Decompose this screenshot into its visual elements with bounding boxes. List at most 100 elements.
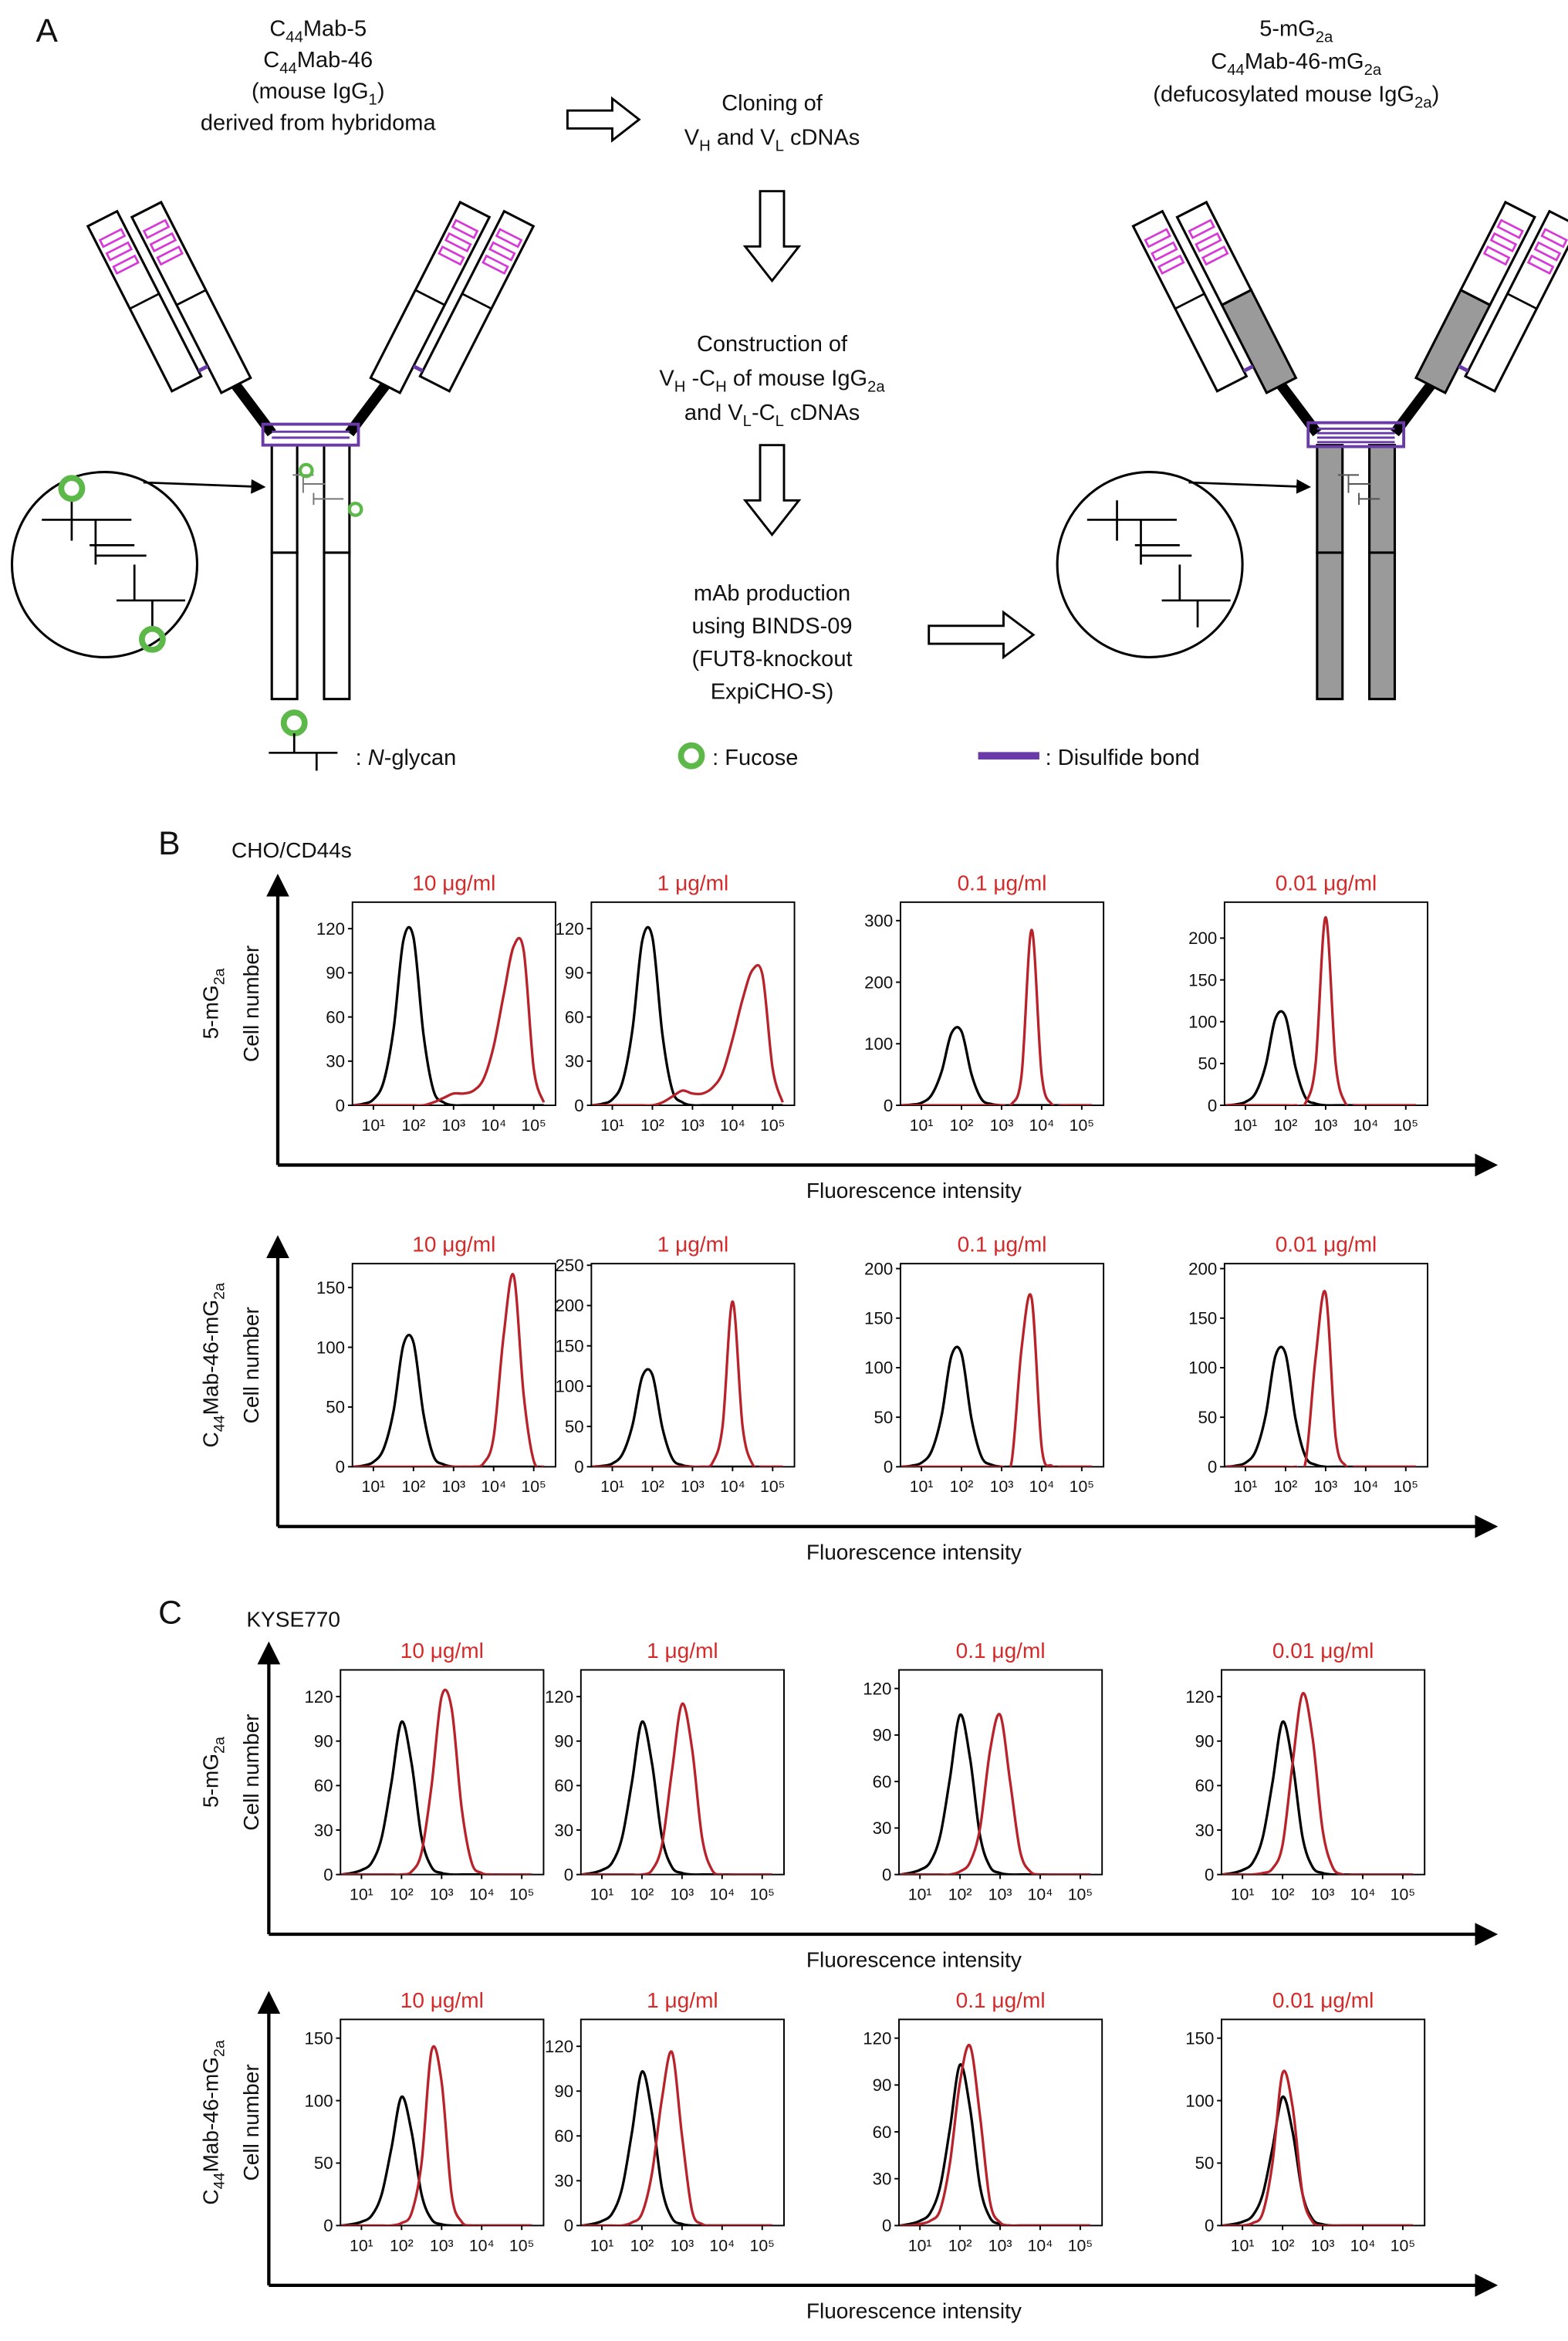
histogram-curve <box>353 1273 545 1467</box>
x-tick-label: 10³ <box>430 1886 454 1904</box>
text-line: C44Mab-46 <box>263 48 373 77</box>
y-tick-label: 0 <box>1208 1457 1217 1477</box>
histogram-plot: 0.01 μg/ml 0 50 100 150 10¹ 10² 10³ 10⁴ 10⁵ <box>1185 1988 1426 2255</box>
x-tick-label: 10⁴ <box>1353 1477 1378 1496</box>
plot-title: 0.01 μg/ml <box>1276 871 1377 895</box>
y-tick-label: 120 <box>556 919 584 939</box>
y-tick-label: 120 <box>863 2028 891 2048</box>
text-part: (FUT8-knockout <box>692 647 853 672</box>
y-tick-label: 120 <box>1185 1687 1214 1707</box>
text-line: (mouse IgG1) <box>252 79 385 109</box>
y-tick-label: 0 <box>574 1096 583 1115</box>
y-tick-label: 50 <box>1195 2153 1215 2173</box>
plot-title: 0.1 μg/ml <box>958 1233 1047 1257</box>
text-line: derived from hybridoma <box>201 110 437 135</box>
x-tick-label: 10³ <box>441 1116 465 1135</box>
subscript: 44 <box>286 29 303 46</box>
y-tick-label: 90 <box>1195 1731 1215 1751</box>
x-tick-label: 10⁵ <box>1068 1886 1093 1904</box>
y-tick-label: 30 <box>554 2171 573 2190</box>
right-arm <box>350 191 533 433</box>
x-tick-label: 10⁴ <box>469 1886 495 1904</box>
x-tick-label: 10² <box>401 1477 425 1496</box>
x-tick-label: 10² <box>640 1116 664 1135</box>
x-tick-label: 10⁵ <box>1394 1477 1418 1496</box>
subscript: L <box>776 137 784 154</box>
y-tick-label: 60 <box>314 1776 333 1795</box>
y-tick-label: 0 <box>1208 1096 1217 1115</box>
x-tick-label: 10³ <box>1314 1116 1338 1135</box>
text-part: ExpiCHO-S) <box>711 680 834 705</box>
plot-title: 1 μg/ml <box>657 871 729 895</box>
plot-title: 0.01 μg/ml <box>1272 1639 1374 1663</box>
histogram-curve <box>900 2063 1090 2226</box>
histogram-curve <box>1222 2096 1413 2226</box>
y-tick-label: 120 <box>545 1687 573 1707</box>
y-tick-label: 150 <box>316 1278 345 1297</box>
text-part: -C <box>752 401 776 425</box>
x-tick-label: 10¹ <box>600 1116 624 1135</box>
x-axis-title: Fluorescence intensity <box>806 1179 1022 1203</box>
plot-title: 1 μg/ml <box>647 1988 718 2012</box>
y-tick-label: 90 <box>565 963 584 983</box>
x-tick-label: 10⁴ <box>709 1886 735 1904</box>
histogram-plot: 1 μg/ml 0 30 60 90 120 10¹ 10² 10³ 10⁴ 10⁵ <box>545 1639 785 1904</box>
y-tick-label: 0 <box>884 1096 893 1115</box>
plot-frame <box>351 901 556 1106</box>
x-tick-label: 10³ <box>988 2236 1012 2255</box>
plot-title: 0.1 μg/ml <box>956 1988 1046 2012</box>
x-tick-label: 10¹ <box>590 2236 614 2255</box>
y-tick-label: 30 <box>873 2169 892 2188</box>
y-tick-label: 100 <box>556 1377 584 1396</box>
x-tick-label: 10⁴ <box>1350 1886 1376 1904</box>
panel-label: A <box>35 12 58 49</box>
histogram-curve <box>1225 915 1416 1106</box>
histogram-plot: 0.01 μg/ml 0 30 60 90 120 10¹ 10² 10³ 10⁴ 10⁵ <box>1185 1639 1426 1904</box>
y-tick-label: 0 <box>1205 1865 1214 1884</box>
y-tick-label: 60 <box>554 2126 573 2146</box>
y-tick-label: 60 <box>873 2123 892 2142</box>
plot-title: 1 μg/ml <box>657 1233 729 1257</box>
y-tick-label: 0 <box>884 1457 893 1477</box>
text-part: 5-mG <box>199 1754 223 1808</box>
y-tick-label: 60 <box>554 1776 573 1795</box>
row-antibody-label: C44Mab-46-mG2a <box>199 1283 228 1448</box>
x-tick-label: 10³ <box>1314 1477 1338 1496</box>
y-tick-label: 0 <box>882 2216 891 2235</box>
x-tick-label: 10² <box>1274 1116 1298 1135</box>
histogram-curve <box>582 1720 772 1875</box>
text-part: ) <box>377 79 385 104</box>
x-tick-label: 10¹ <box>1234 1477 1258 1496</box>
histogram-curve <box>341 2096 532 2226</box>
x-tick-label: 10⁴ <box>1029 1116 1055 1135</box>
y-tick-label: 120 <box>863 1679 891 1698</box>
text-line: VH and VL cDNAs <box>684 126 860 155</box>
antibody-igg1 <box>88 191 533 701</box>
y-tick-label: 100 <box>304 2091 333 2110</box>
histogram-curve <box>900 1713 1090 1875</box>
italic-part: N <box>368 746 384 770</box>
y-tick-label: 300 <box>864 912 893 931</box>
text-part: Construction of <box>697 332 848 357</box>
text-line: VH -CH of mouse IgG2a <box>659 366 885 395</box>
text-part: Cloning of <box>721 91 823 116</box>
x-tick-label: 10⁴ <box>1028 1886 1053 1904</box>
plot-title: 10 μg/ml <box>400 1639 484 1663</box>
y-axis-title: Cell number <box>239 1307 263 1423</box>
plot-frame <box>580 2018 785 2227</box>
text-part: and V <box>711 126 776 151</box>
y-tick-label: 50 <box>314 2153 333 2173</box>
x-tick-label: 10¹ <box>590 1886 614 1904</box>
text-line: using BINDS-09 <box>691 614 852 639</box>
right-arm <box>1394 191 1568 433</box>
y-tick-label: 120 <box>316 919 345 939</box>
y-tick-label: 100 <box>316 1338 345 1357</box>
histogram-curve <box>901 1026 1092 1106</box>
x-tick-label: 10¹ <box>350 1886 373 1904</box>
text-part: mAb production <box>694 581 850 606</box>
x-tick-label: 10³ <box>441 1477 465 1496</box>
plot-frame <box>898 1669 1103 1876</box>
histogram-curve <box>901 1345 1092 1467</box>
text-part: C <box>199 1432 223 1447</box>
histogram-curve <box>1225 1010 1416 1106</box>
